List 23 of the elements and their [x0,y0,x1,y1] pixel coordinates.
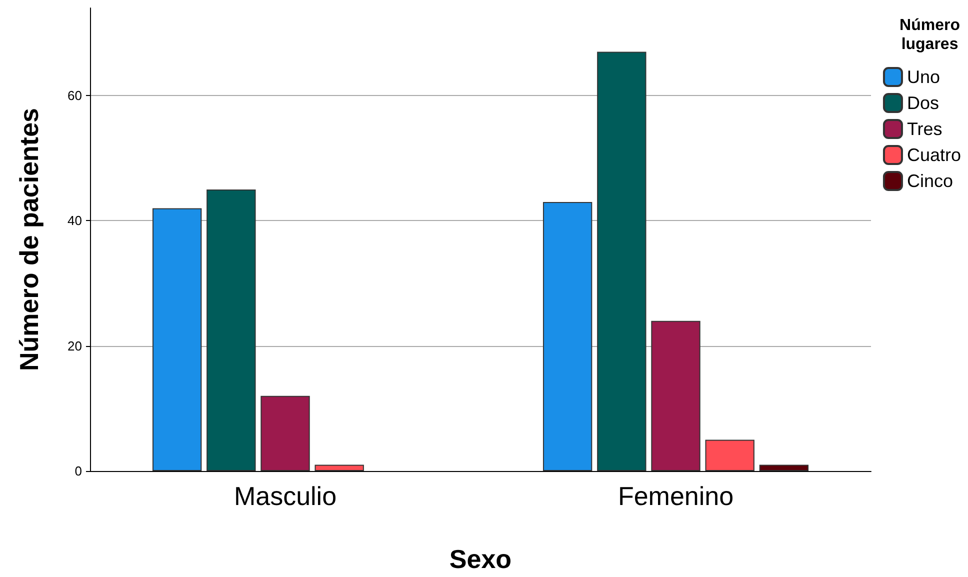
bar [597,52,646,471]
bar [542,202,592,471]
legend-label: Cuatro [906,145,962,165]
y-axis-title: Número de pacientes [14,108,44,371]
legend-label: Cinco [906,171,954,191]
legend-label: Dos [906,93,939,113]
y-tick-label: 60 [68,88,82,104]
legend-label: Tres [906,119,942,139]
y-tick-label: 0 [74,464,82,478]
bar [314,464,364,471]
x-tick-label: Femenino [618,481,734,511]
bar [152,208,202,471]
legend-label: Uno [906,67,940,87]
bar [759,464,809,471]
legend-title: Número lugares [900,17,960,53]
bar [206,189,256,471]
bar [651,320,700,471]
x-axis-title: Sexo [449,544,512,574]
y-tick-label: 40 [68,213,82,228]
y-tick-label: 20 [68,338,82,354]
bar [260,396,310,471]
x-tick-label: Masculio [234,481,337,511]
bar [705,440,754,471]
